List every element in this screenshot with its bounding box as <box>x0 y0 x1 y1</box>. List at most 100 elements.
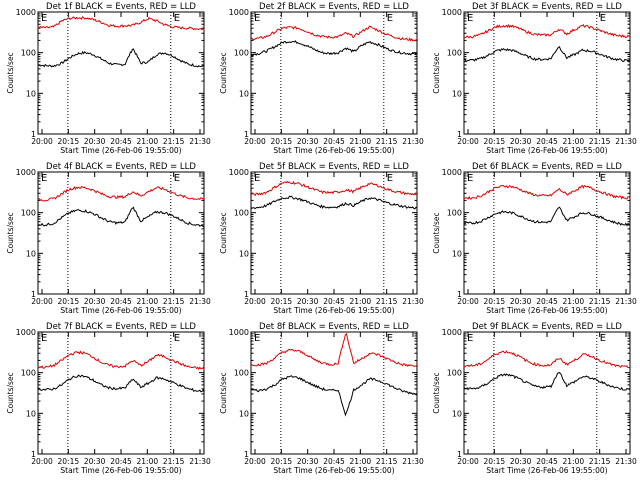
y-axis-label: Counts/sec <box>432 212 441 253</box>
e-marker: E <box>387 13 393 24</box>
chart-title: Det 1f BLACK = Events, RED = LLD <box>46 2 196 12</box>
y-tick-label: 10 <box>239 249 249 258</box>
x-tick-label: 20:00 <box>457 137 479 146</box>
x-tick-label: 21:30 <box>615 457 637 466</box>
x-tick-label: 21:15 <box>163 137 185 146</box>
y-tick-label: 100 <box>21 49 36 58</box>
x-axis-label: Start Time (26-Feb-06 19:55:00) <box>486 146 607 155</box>
y-tick-label: 1 <box>244 290 249 299</box>
y-axis-label: Counts/sec <box>6 52 15 93</box>
chart-panel-9: Det 9f BLACK = Events, RED = LLD 1 10 100 10… <box>432 322 637 475</box>
x-tick-label: 21:15 <box>376 457 398 466</box>
x-tick-label: 21:00 <box>563 137 585 146</box>
x-tick-label: 21:15 <box>589 457 611 466</box>
x-tick-label: 21:00 <box>563 297 585 306</box>
y-tick-label: 1 <box>457 290 462 299</box>
x-tick-label: 20:00 <box>244 457 266 466</box>
x-tick-label: 20:45 <box>536 457 558 466</box>
x-tick-label: 21:30 <box>189 297 211 306</box>
x-tick-label: 20:30 <box>510 137 532 146</box>
y-tick-label: 10 <box>452 409 462 418</box>
x-tick-label: 20:30 <box>297 137 319 146</box>
chart-panel-4: Det 4f BLACK = Events, RED = LLD 1 10 100 10… <box>6 162 211 315</box>
e-marker: E <box>387 173 393 184</box>
y-tick-label: 100 <box>234 49 249 58</box>
chart-title: Det 2f BLACK = Events, RED = LLD <box>259 2 409 12</box>
x-axis-label: Start Time (26-Feb-06 19:55:00) <box>60 146 181 155</box>
y-tick-label: 1000 <box>16 328 36 337</box>
y-axis-label: Counts/sec <box>6 212 15 253</box>
y-tick-label: 10 <box>452 89 462 98</box>
plot-frame <box>250 331 418 455</box>
chart-title: Det 9f BLACK = Events, RED = LLD <box>472 322 622 332</box>
y-tick-label: 1 <box>31 290 36 299</box>
x-tick-label: 21:00 <box>350 137 372 146</box>
lld-series-line <box>250 180 418 197</box>
chart-panel-7: Det 7f BLACK = Events, RED = LLD 1 10 100 10… <box>6 322 211 475</box>
y-tick-label: 1000 <box>442 328 462 337</box>
e-marker: E <box>600 13 606 24</box>
x-tick-label: 21:30 <box>615 137 637 146</box>
x-tick-label: 20:30 <box>84 137 106 146</box>
events-series-line <box>250 40 418 57</box>
x-tick-label: 20:45 <box>323 297 345 306</box>
x-tick-label: 20:00 <box>244 137 266 146</box>
e-marker: E <box>387 333 393 344</box>
x-tick-label: 20:00 <box>244 297 266 306</box>
x-tick-label: 20:30 <box>84 457 106 466</box>
e-marker: E <box>254 333 260 344</box>
x-tick-label: 21:00 <box>137 137 159 146</box>
y-tick-label: 1000 <box>16 168 36 177</box>
y-axis-label: Counts/sec <box>219 52 228 93</box>
plot-frame <box>37 331 205 455</box>
events-series-line <box>37 374 205 393</box>
x-tick-label: 20:00 <box>31 137 53 146</box>
x-tick-label: 20:30 <box>510 297 532 306</box>
y-tick-label: 10 <box>26 249 36 258</box>
chart-panel-2: Det 2f BLACK = Events, RED = LLD 1 10 100 10… <box>219 2 424 155</box>
x-tick-label: 21:00 <box>350 457 372 466</box>
chart-title: Det 7f BLACK = Events, RED = LLD <box>46 322 196 332</box>
e-marker: E <box>600 173 606 184</box>
y-tick-label: 100 <box>21 209 36 218</box>
lld-series-line <box>250 25 418 42</box>
lld-series-line <box>37 350 205 371</box>
x-tick-label: 21:15 <box>376 137 398 146</box>
lld-series-line <box>463 23 631 39</box>
lld-series-line <box>463 184 631 200</box>
x-tick-label: 20:15 <box>271 137 293 146</box>
y-tick-label: 100 <box>234 209 249 218</box>
events-series-line <box>250 375 418 417</box>
y-tick-label: 100 <box>447 49 462 58</box>
y-tick-label: 1 <box>457 130 462 139</box>
x-tick-label: 20:15 <box>484 457 506 466</box>
plot-frame <box>37 11 205 135</box>
x-tick-label: 21:30 <box>615 297 637 306</box>
y-tick-label: 1000 <box>229 168 249 177</box>
x-tick-label: 21:15 <box>163 457 185 466</box>
e-marker: E <box>467 13 473 24</box>
chart-title: Det 8f BLACK = Events, RED = LLD <box>259 322 409 332</box>
events-series-line <box>463 45 631 62</box>
e-marker: E <box>41 333 47 344</box>
lld-series-line <box>463 350 631 369</box>
y-tick-label: 1000 <box>229 8 249 17</box>
x-tick-label: 20:30 <box>297 457 319 466</box>
x-tick-label: 20:00 <box>31 457 53 466</box>
y-tick-label: 1 <box>31 130 36 139</box>
x-tick-label: 21:00 <box>350 297 372 306</box>
y-axis-label: Counts/sec <box>6 372 15 413</box>
plot-frame <box>37 171 205 295</box>
x-tick-label: 20:30 <box>84 297 106 306</box>
x-tick-label: 20:15 <box>271 457 293 466</box>
x-tick-label: 20:00 <box>457 297 479 306</box>
plot-frame <box>463 331 631 455</box>
y-tick-label: 100 <box>447 209 462 218</box>
events-series-line <box>38 48 205 68</box>
chart-title: Det 3f BLACK = Events, RED = LLD <box>472 2 622 12</box>
y-axis-label: Counts/sec <box>432 52 441 93</box>
x-tick-label: 20:45 <box>110 297 132 306</box>
x-tick-label: 21:30 <box>402 297 424 306</box>
x-tick-label: 20:45 <box>536 297 558 306</box>
